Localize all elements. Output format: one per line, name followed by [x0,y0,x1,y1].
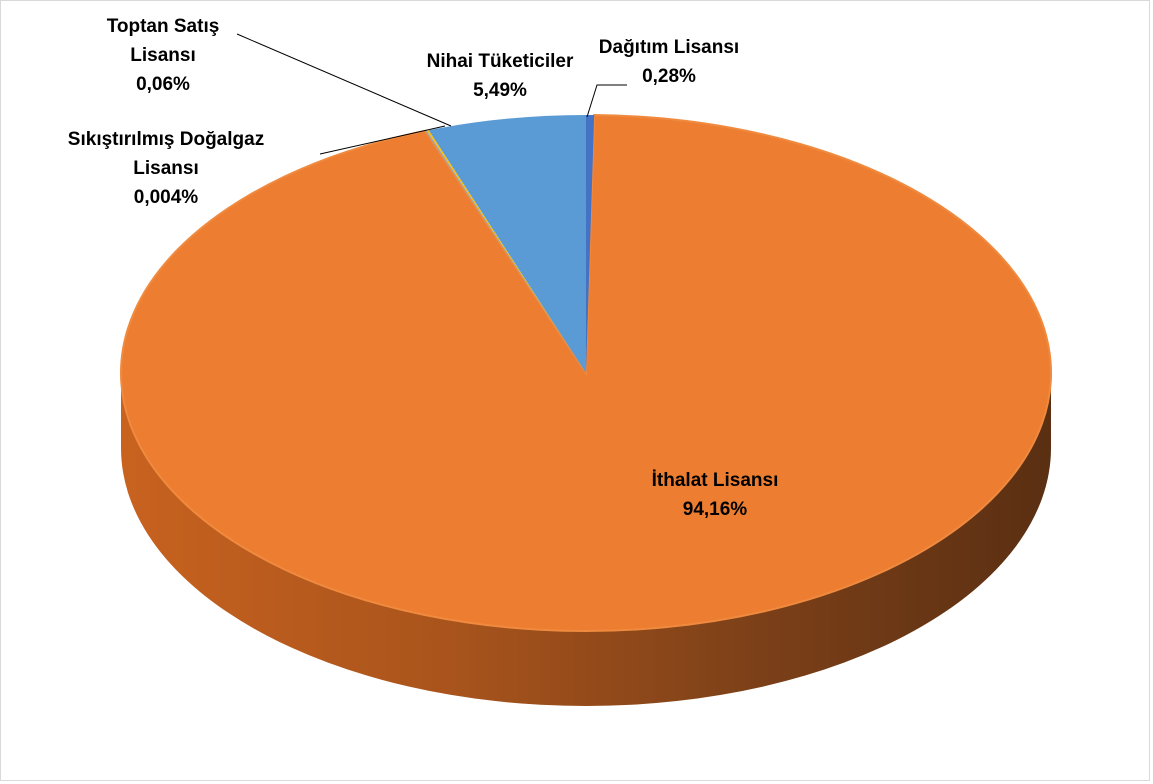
label-toptan-name: Toptan Satış [107,16,220,37]
label-dagitim-percent: 0,28% [642,66,696,87]
label-toptan: Toptan Satış Lisansı 0,06% [107,16,220,95]
slice-sikistirilmis [425,130,586,373]
label-ithalat-name: İthalat Lisansı [652,470,779,491]
slice-ithalat [120,114,1052,632]
label-sikistirilmis-percent: 0,004% [134,187,199,208]
label-nihai-name: Nihai Tüketiciler [427,51,574,72]
slice-toptan [427,130,586,373]
label-ithalat-percent: 94,16% [683,499,748,520]
slice-nihai [428,115,586,373]
label-sikistirilmis-name: Lisansı [133,158,198,179]
label-nihai: Nihai Tüketiciler 5,49% [427,51,574,101]
label-nihai-percent: 5,49% [473,80,527,101]
label-dagitim: Dağıtım Lisansı 0,28% [599,37,739,87]
label-toptan-name: Lisansı [130,45,195,66]
label-sikistirilmis-name: Sıkıştırılmış Doğalgaz [68,129,264,150]
pie-side-wall [121,373,1051,706]
label-dagitim-leader-line [586,84,627,118]
label-sikistirilmis-leader-line [319,125,446,155]
label-sikistirilmis: Sıkıştırılmış Doğalgaz Lisansı 0,004% [68,129,264,208]
label-ithalat: İthalat Lisansı 94,16% [652,470,779,520]
slice-dagitim [586,115,595,373]
label-toptan-percent: 0,06% [136,74,190,95]
label-dagitim-name: Dağıtım Lisansı [599,37,739,58]
label-toptan-leader-line [236,33,452,127]
